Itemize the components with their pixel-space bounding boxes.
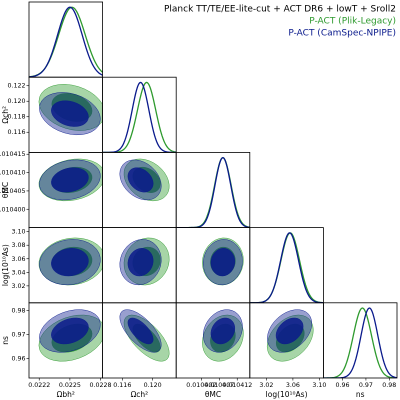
- panel: [323, 307, 397, 378]
- y-tick-label: 0.116: [7, 129, 25, 136]
- x-tick-label: 0.010402: [186, 382, 216, 389]
- marginal-curve: [323, 307, 397, 378]
- panel: [38, 158, 103, 202]
- marginal-curve: [323, 307, 397, 378]
- y-axis-label: Ωch²: [1, 106, 10, 124]
- panel: [119, 237, 170, 286]
- marginal-curve: [29, 6, 103, 78]
- x-tick-label: 0.97: [359, 382, 373, 389]
- x-axis-label: θMC: [205, 390, 221, 399]
- y-axis-label: ns: [1, 336, 10, 345]
- x-tick-label: 0.98: [382, 382, 396, 389]
- y-tick-label: 0.98: [11, 308, 25, 315]
- panel-frame: [102, 76, 177, 153]
- panel: [38, 237, 103, 286]
- x-axis-label: Ωch²: [131, 390, 149, 399]
- marginal-curve: [29, 6, 103, 78]
- x-tick-label: 0.010412: [222, 382, 252, 389]
- x-tick-label: 3.10: [312, 382, 326, 389]
- chart-title: Planck TT/TE/EE-lite-cut + ACT DR6 + low…: [164, 5, 396, 15]
- contour: [51, 100, 89, 127]
- x-axis-label: ns: [356, 390, 365, 399]
- panel: [119, 309, 170, 362]
- y-tick-label: 3.10: [11, 229, 25, 236]
- y-tick-label: 0.010400: [0, 206, 26, 213]
- panel: [102, 81, 177, 153]
- y-tick-label: 0.122: [7, 83, 25, 90]
- y-tick-label: 0.118: [7, 114, 25, 121]
- panel: [202, 237, 244, 286]
- contour: [275, 317, 304, 345]
- y-axis-label: log(10¹⁰As): [1, 244, 10, 286]
- x-tick-label: 0.0222: [28, 382, 50, 389]
- panel: [202, 309, 244, 362]
- contour: [210, 317, 236, 345]
- panel: [38, 309, 103, 362]
- contour: [127, 248, 154, 277]
- y-tick-label: 3.08: [11, 242, 25, 249]
- x-tick-label: 0.0228: [90, 382, 112, 389]
- marginal-curve: [249, 232, 324, 303]
- y-tick-label: 0.96: [11, 355, 25, 362]
- contour: [51, 167, 89, 193]
- y-tick-label: 0.010405: [0, 188, 26, 195]
- contour: [51, 248, 89, 277]
- x-axis-label: Ωbh²: [57, 390, 75, 399]
- x-tick-label: 0.010407: [204, 382, 234, 389]
- marginal-curve: [102, 81, 177, 153]
- panel: [176, 156, 250, 228]
- y-tick-label: 0.010415: [0, 151, 26, 158]
- y-tick-label: 0.120: [7, 98, 25, 105]
- y-tick-label: 3.04: [11, 269, 25, 276]
- x-axis-label: log(10¹⁰As): [266, 390, 308, 399]
- panel: [119, 158, 170, 202]
- y-tick-label: 3.06: [11, 256, 25, 263]
- y-tick-label: 0.010410: [0, 170, 26, 177]
- panel: [249, 232, 324, 303]
- panel: [29, 6, 103, 78]
- contour: [210, 248, 236, 277]
- panel-frame: [322, 302, 398, 379]
- panel: [266, 309, 314, 362]
- x-tick-label: 0.0225: [59, 382, 81, 389]
- marginal-curve: [102, 81, 177, 153]
- panel: [38, 84, 103, 136]
- x-tick-label: 0.116: [113, 382, 131, 389]
- x-tick-label: 3.06: [286, 382, 300, 389]
- y-tick-label: 0.97: [11, 332, 25, 339]
- legend-entry: P-ACT (CamSpec-NPIPE): [288, 29, 396, 39]
- contour: [127, 167, 154, 193]
- y-axis-label: θMC: [1, 182, 10, 198]
- x-tick-label: 3.02: [259, 382, 273, 389]
- legend-entry: P-ACT (Plik-Legacy): [309, 17, 396, 27]
- x-tick-label: 0.96: [336, 382, 350, 389]
- x-tick-label: 0.120: [144, 382, 162, 389]
- contour: [51, 317, 89, 345]
- marginal-curve: [249, 232, 324, 303]
- contour: [127, 317, 154, 345]
- y-tick-label: 3.02: [11, 283, 25, 290]
- marginal-curve: [176, 156, 250, 228]
